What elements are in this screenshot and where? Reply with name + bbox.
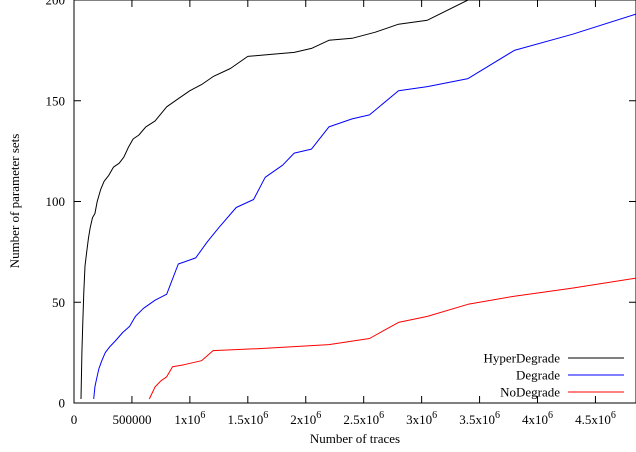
series-line-hyperdegrade bbox=[80, 0, 471, 400]
x-tick-label-base: 4x10 bbox=[522, 412, 548, 427]
x-tick-label: 1x106 bbox=[174, 410, 205, 427]
x-tick-label-exponent: 6 bbox=[379, 410, 384, 421]
x-tick-label-exponent: 6 bbox=[263, 410, 268, 421]
plot-frame bbox=[73, 0, 636, 404]
x-tick-label-exponent: 6 bbox=[432, 410, 437, 421]
y-tick-label: 200 bbox=[46, 0, 66, 8]
x-tick-label: 4.5x106 bbox=[575, 410, 616, 427]
x-tick-label: 1.5x106 bbox=[227, 410, 268, 427]
x-tick-label-exponent: 6 bbox=[200, 410, 205, 421]
x-tick-label-base: 1.5x10 bbox=[227, 412, 263, 427]
x-tick-label-exponent: 6 bbox=[611, 410, 616, 421]
y-tick-label: 100 bbox=[46, 194, 66, 209]
x-tick-label: 500000 bbox=[112, 412, 151, 427]
x-tick-label-exponent: 6 bbox=[495, 410, 500, 421]
x-tick-label-exponent: 6 bbox=[316, 410, 321, 421]
y-axis-ticks: 0 50 100 150 200 bbox=[46, 0, 636, 411]
legend-label: Degrade bbox=[516, 368, 560, 383]
series-line-nodegrade bbox=[148, 277, 636, 400]
x-axis-ticks: 0 500000 1x106 1.5x106 2x106 2.5x106 3x106 3.5x… bbox=[71, 0, 616, 427]
x-tick-label-base: 2.5x10 bbox=[343, 412, 379, 427]
x-tick-label: 0 bbox=[71, 412, 78, 427]
x-axis-label: Number of traces bbox=[310, 431, 400, 446]
x-tick-label: 3.5x106 bbox=[459, 410, 500, 427]
legend-label: HyperDegrade bbox=[483, 351, 560, 366]
legend-label: NoDegrade bbox=[500, 385, 560, 400]
x-tick-label-base: 1x10 bbox=[174, 412, 200, 427]
x-tick-label: 4x106 bbox=[522, 410, 553, 427]
y-tick-label: 0 bbox=[59, 396, 66, 411]
y-axis-label: Number of parameter sets bbox=[7, 134, 22, 269]
series-layer bbox=[80, 0, 636, 400]
x-tick-label: 2.5x106 bbox=[343, 410, 384, 427]
x-tick-label: 2x106 bbox=[290, 410, 321, 427]
y-tick-label: 150 bbox=[46, 93, 66, 108]
x-tick-label-exponent: 6 bbox=[548, 410, 553, 421]
x-tick-label-base: 3.5x10 bbox=[459, 412, 495, 427]
x-tick-label: 3x106 bbox=[406, 410, 437, 427]
x-tick-label-base: 2x10 bbox=[290, 412, 316, 427]
series-line-degrade bbox=[93, 13, 636, 400]
y-tick-label: 50 bbox=[52, 295, 65, 310]
x-tick-label-base: 3x10 bbox=[406, 412, 432, 427]
legend: HyperDegrade Degrade NoDegrade bbox=[483, 351, 624, 400]
x-tick-label-base: 4.5x10 bbox=[575, 412, 611, 427]
